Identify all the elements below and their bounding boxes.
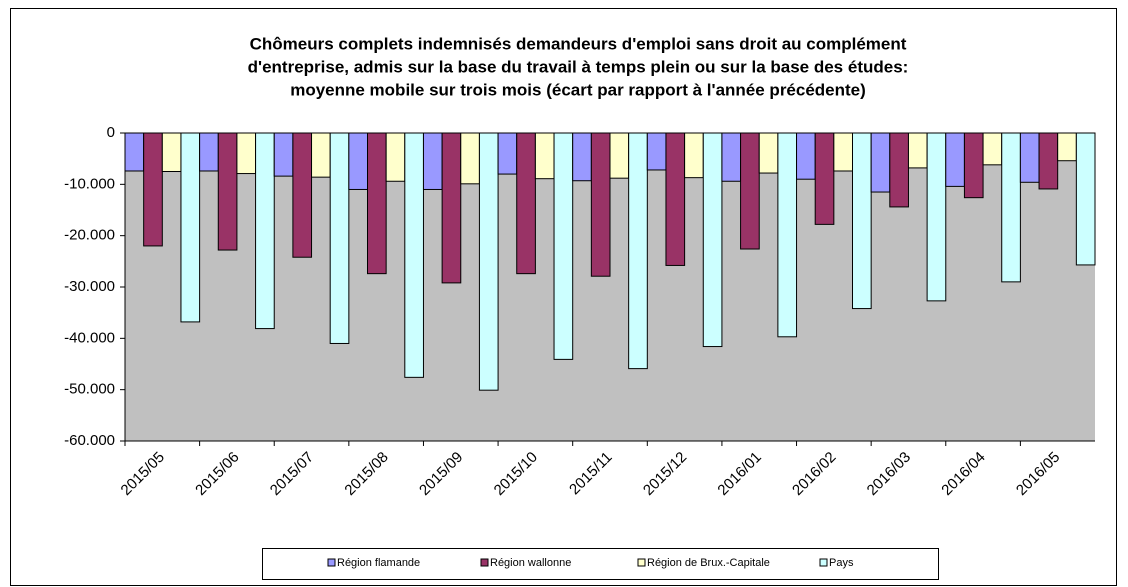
chart-title: moyenne mobile sur trois mois (écart par… xyxy=(290,80,866,99)
bar xyxy=(422,132,443,190)
legend-label: Région wallonne xyxy=(490,557,571,569)
bar xyxy=(982,132,1003,166)
bar xyxy=(217,132,238,251)
legend-label: Pays xyxy=(829,557,854,569)
legend-swatch xyxy=(819,558,828,567)
bar xyxy=(553,132,574,360)
bar xyxy=(534,132,555,180)
bar xyxy=(385,132,406,182)
bar xyxy=(497,132,518,175)
bar xyxy=(665,132,686,266)
bar xyxy=(907,132,928,169)
bar xyxy=(478,132,499,391)
bar xyxy=(852,132,872,310)
legend-label: Région flamande xyxy=(337,557,420,569)
legend-label: Région de Brux.-Capitale xyxy=(647,557,770,569)
legend-swatch xyxy=(480,558,489,567)
bar xyxy=(684,132,704,179)
bar xyxy=(889,132,909,208)
y-tick-label: -40.000 xyxy=(64,329,115,346)
bar xyxy=(796,132,816,180)
bar xyxy=(367,132,387,275)
bar xyxy=(590,132,611,277)
bar xyxy=(460,132,480,185)
bar xyxy=(702,132,723,348)
bar xyxy=(143,132,163,247)
bar xyxy=(721,132,742,182)
bar xyxy=(124,132,145,172)
y-tick-label: -30.000 xyxy=(64,278,115,295)
bar xyxy=(1001,132,1021,283)
bar xyxy=(441,132,462,284)
bar xyxy=(628,132,648,370)
bar xyxy=(609,132,630,179)
bar xyxy=(1038,132,1059,190)
y-tick-label: -10.000 xyxy=(64,175,115,192)
chart-title: Chômeurs complets indemnisés demandeurs … xyxy=(250,34,907,53)
chart-title: d'entreprise, admis sur la base du trava… xyxy=(248,57,909,76)
bar xyxy=(1057,132,1077,162)
bar xyxy=(348,132,369,190)
bar xyxy=(404,132,424,378)
bar xyxy=(1075,132,1096,266)
bar xyxy=(758,132,779,174)
y-tick-label: -20.000 xyxy=(64,227,115,244)
bar xyxy=(292,132,313,258)
bar xyxy=(646,132,667,171)
bar xyxy=(814,132,835,225)
bar xyxy=(236,132,257,175)
bar xyxy=(572,132,592,182)
y-tick-label: -60.000 xyxy=(64,432,115,449)
bar xyxy=(329,132,350,344)
bar xyxy=(180,132,201,323)
bar xyxy=(516,132,536,275)
bar xyxy=(161,132,182,172)
legend-swatch xyxy=(637,558,646,567)
bar xyxy=(1019,132,1040,183)
legend-swatch xyxy=(327,558,336,567)
bar xyxy=(255,132,275,330)
bar xyxy=(311,132,331,178)
y-tick-label: -50.000 xyxy=(64,381,115,398)
bar xyxy=(199,132,219,172)
bar xyxy=(926,132,947,302)
bar xyxy=(833,132,853,172)
bar xyxy=(273,132,294,177)
bar xyxy=(963,132,984,199)
bar xyxy=(870,132,891,193)
bar xyxy=(740,132,760,250)
y-tick-label: 0 xyxy=(107,124,115,141)
bar xyxy=(945,132,965,187)
bar xyxy=(777,132,798,338)
